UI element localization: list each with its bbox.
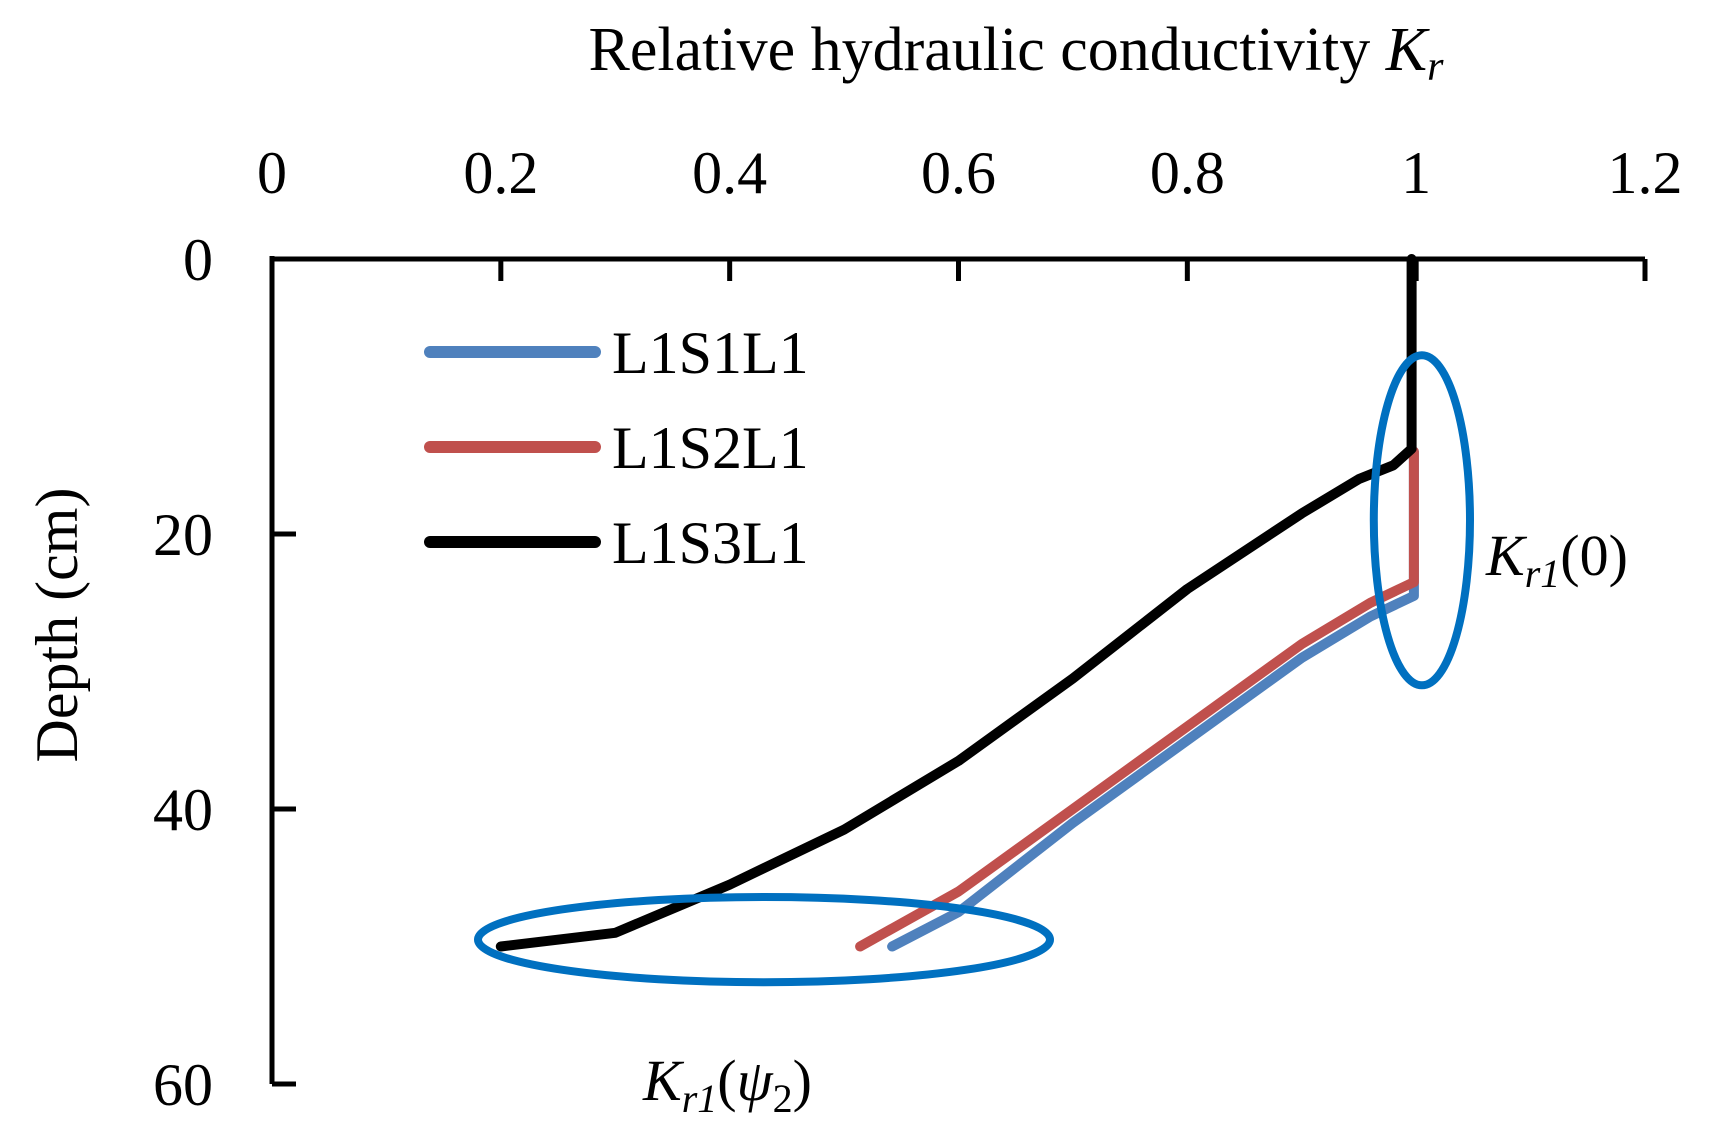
series-line-l1s1l1 [887, 446, 1419, 952]
annotation-kr1-psi2-open: ( [717, 1048, 736, 1113]
y-axis-title: Depth (cm) [24, 488, 90, 763]
x-axis-title-subscript: r [1427, 44, 1444, 90]
annotation-ellipse-kr1-psi2 [474, 893, 1054, 987]
series-line-l1s2l1 [855, 446, 1419, 952]
series-group [495, 254, 1419, 952]
legend: L1S1L1 L1S2L1 L1S3L1 [424, 320, 809, 576]
annotation-kr1-0-sub: r1 [1525, 551, 1561, 596]
x-tick-label-0: 0 [257, 140, 287, 206]
legend-label-l1s1l1: L1S1L1 [612, 320, 809, 386]
annotation-kr1-psi2-sub: r1 [682, 1076, 718, 1121]
x-tick-label-5: 1 [1401, 140, 1431, 206]
y-tick-label-1: 20 [153, 502, 213, 568]
annotation-group: Kr1(0) Kr1(ψ2) [474, 351, 1628, 1121]
annotation-kr1-psi2-close: ) [793, 1048, 812, 1113]
y-tick-group: 0 20 40 60 [153, 227, 296, 1118]
x-axis-title: Relative hydraulic conductivity Kr [589, 16, 1445, 90]
annotation-label-kr1-psi2: Kr1(ψ2) [642, 1048, 812, 1121]
annotation-kr1-psi2-psi: ψ [737, 1048, 774, 1113]
annotation-kr1-psi2-psi-sub: 2 [773, 1076, 793, 1121]
annotation-label-kr1-0: Kr1(0) [1485, 523, 1628, 596]
legend-label-l1s2l1: L1S2L1 [612, 415, 809, 481]
annotation-ellipse-kr1-0 [1369, 351, 1475, 690]
x-tick-label-3: 0.6 [921, 140, 996, 206]
y-tick-label-3: 60 [153, 1052, 213, 1118]
x-tick-label-4: 0.8 [1150, 140, 1225, 206]
x-tick-label-1: 0.2 [463, 140, 538, 206]
annotation-kr1-psi2-main: K [642, 1048, 685, 1113]
annotation-kr1-0-main: K [1485, 523, 1528, 588]
legend-label-l1s3l1: L1S3L1 [612, 510, 809, 576]
series-line-l1s3l1 [495, 254, 1417, 952]
y-tick-label-2: 40 [153, 777, 213, 843]
x-axis-title-symbol: K [1385, 16, 1431, 84]
annotation-kr1-0-suffix: (0) [1560, 523, 1628, 588]
x-tick-label-6: 1.2 [1608, 140, 1683, 206]
y-tick-label-0: 0 [183, 227, 213, 293]
x-tick-label-2: 0.4 [692, 140, 767, 206]
x-axis-title-text: Relative hydraulic conductivity [589, 16, 1371, 84]
x-tick-group: 0 0.2 0.4 0.6 0.8 1 1.2 [257, 140, 1683, 281]
